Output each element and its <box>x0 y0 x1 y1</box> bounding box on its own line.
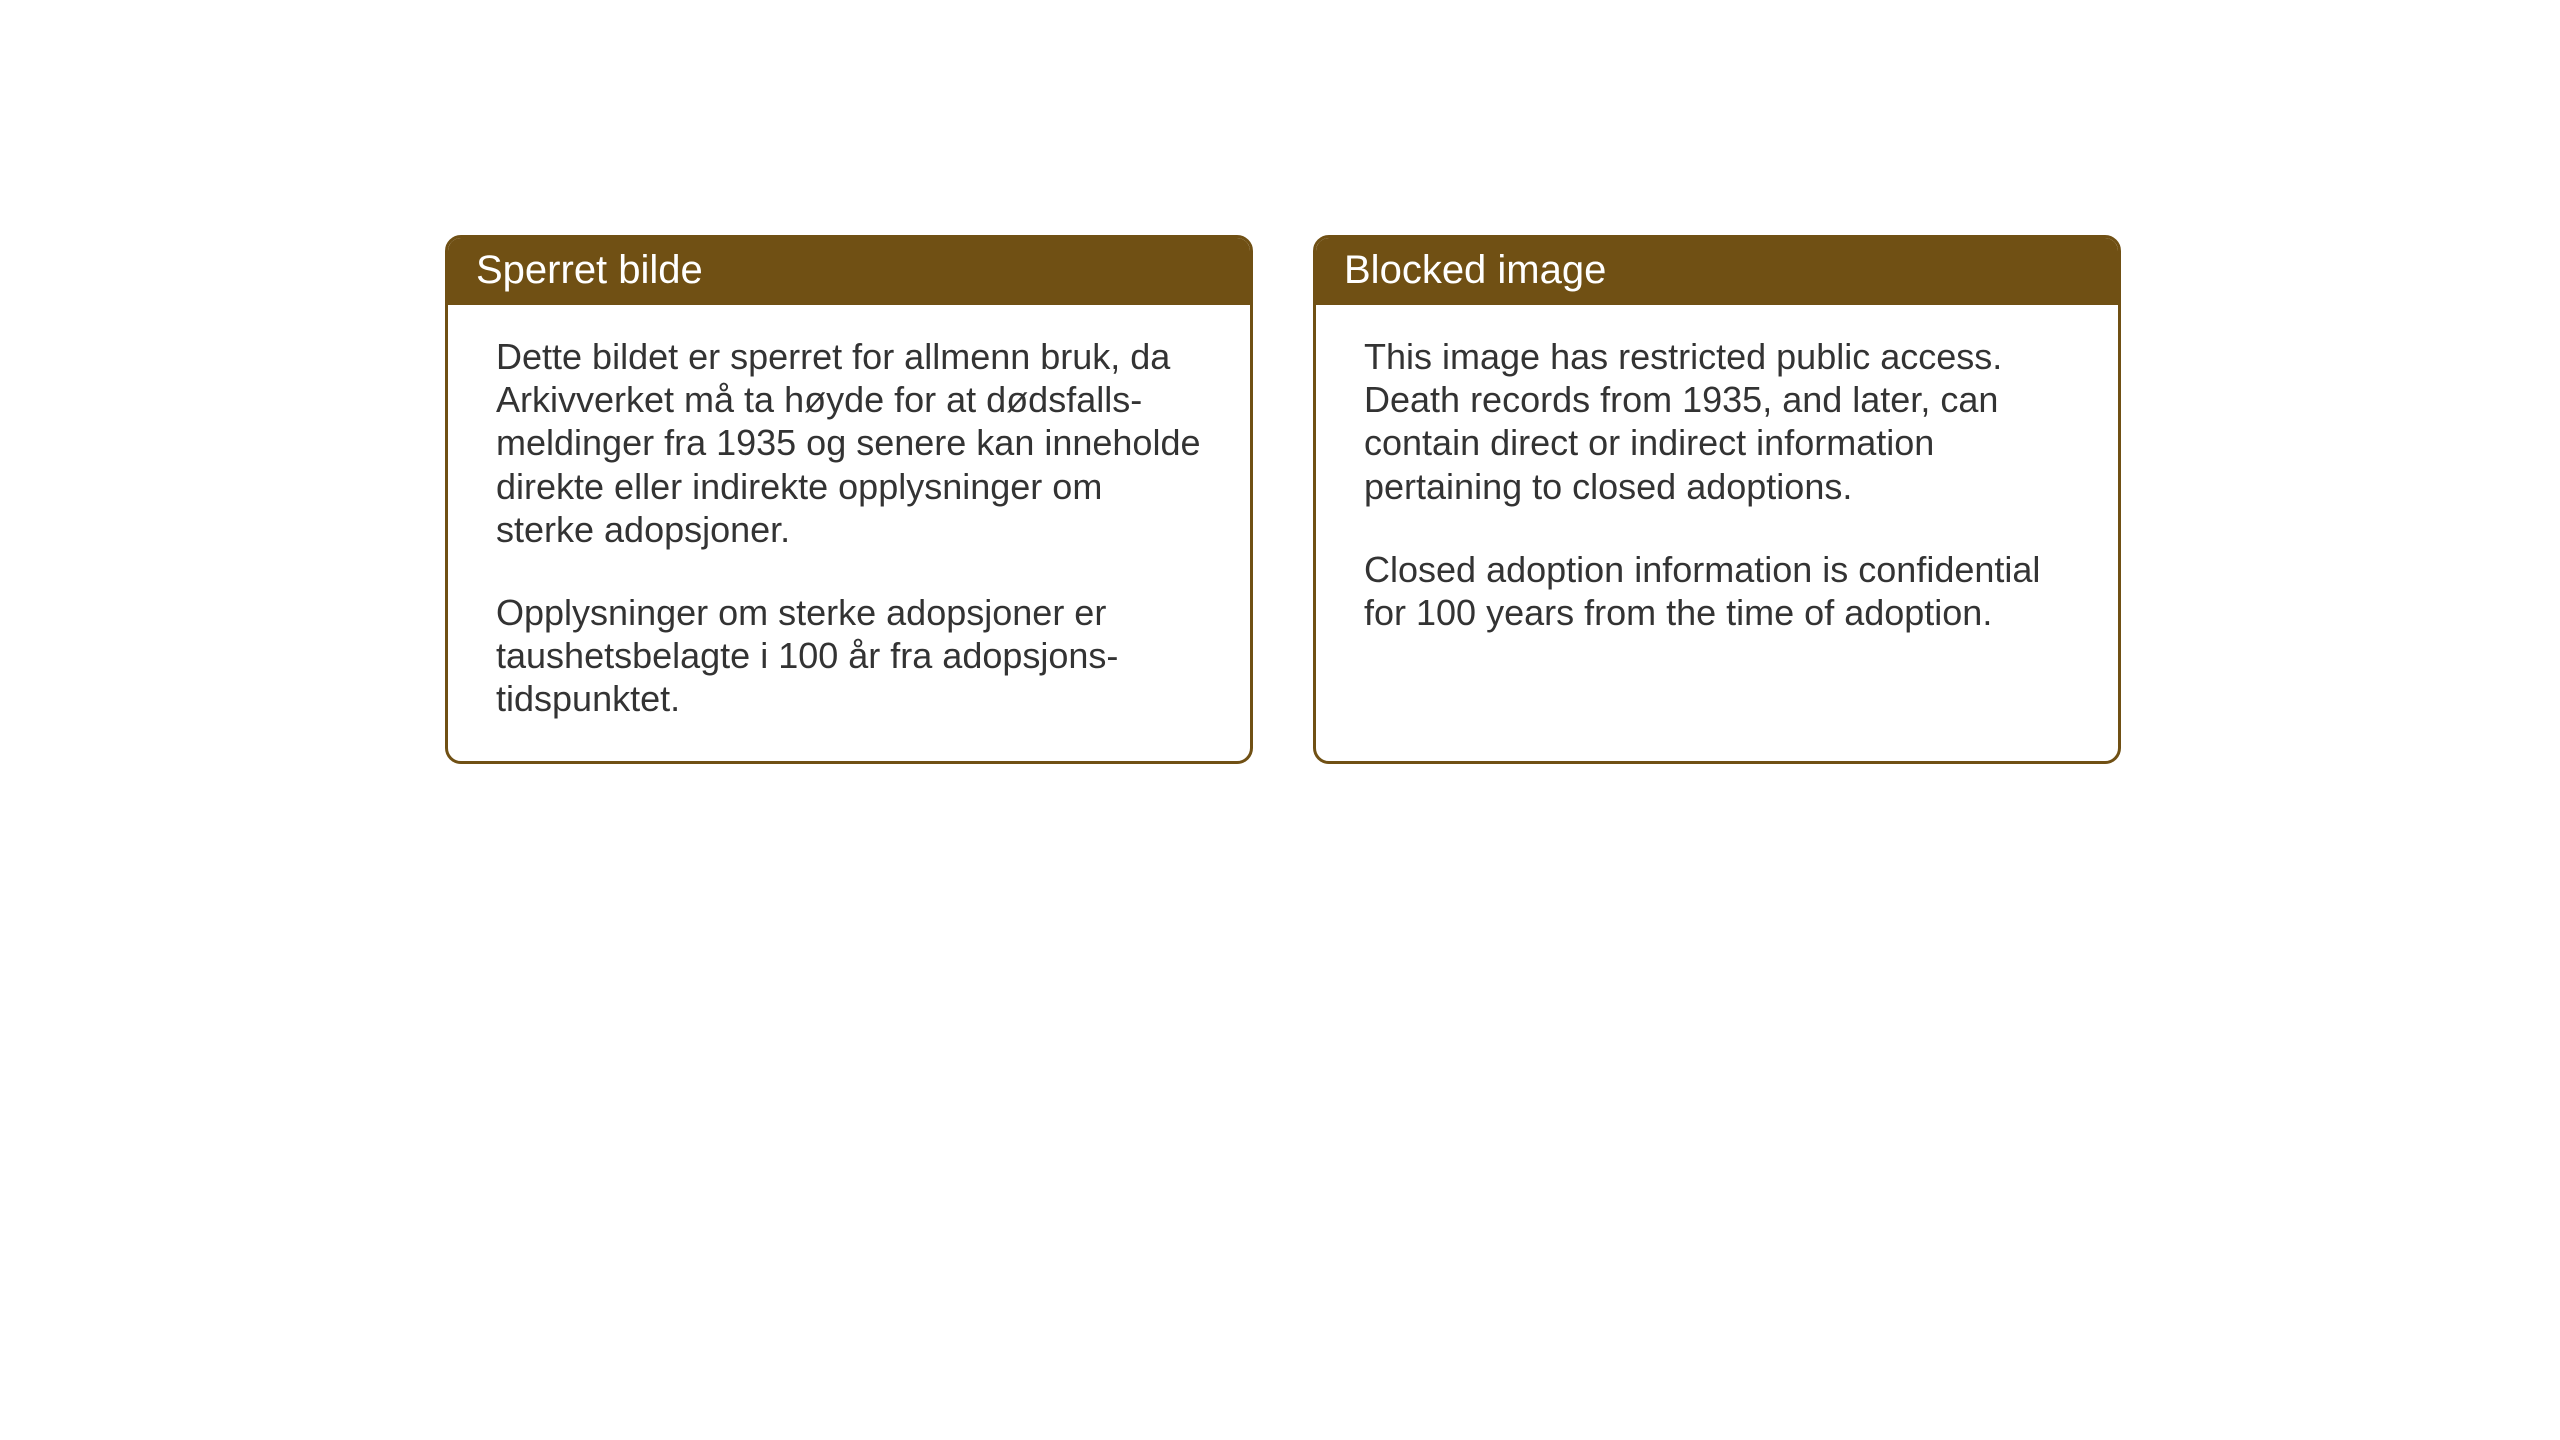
notice-paragraph1-english: This image has restricted public access.… <box>1364 335 2076 508</box>
notice-header-norwegian: Sperret bilde <box>448 238 1250 305</box>
notice-card-english: Blocked image This image has restricted … <box>1313 235 2121 764</box>
notice-title-english: Blocked image <box>1344 248 1606 292</box>
notice-header-english: Blocked image <box>1316 238 2118 305</box>
notice-paragraph2-norwegian: Opplysninger om sterke adopsjoner er tau… <box>496 591 1208 721</box>
notice-body-english: This image has restricted public access.… <box>1316 305 2118 725</box>
notice-container: Sperret bilde Dette bildet er sperret fo… <box>445 235 2121 764</box>
notice-paragraph2-english: Closed adoption information is confident… <box>1364 548 2076 634</box>
notice-body-norwegian: Dette bildet er sperret for allmenn bruk… <box>448 305 1250 761</box>
notice-card-norwegian: Sperret bilde Dette bildet er sperret fo… <box>445 235 1253 764</box>
notice-title-norwegian: Sperret bilde <box>476 248 703 292</box>
notice-paragraph1-norwegian: Dette bildet er sperret for allmenn bruk… <box>496 335 1208 551</box>
